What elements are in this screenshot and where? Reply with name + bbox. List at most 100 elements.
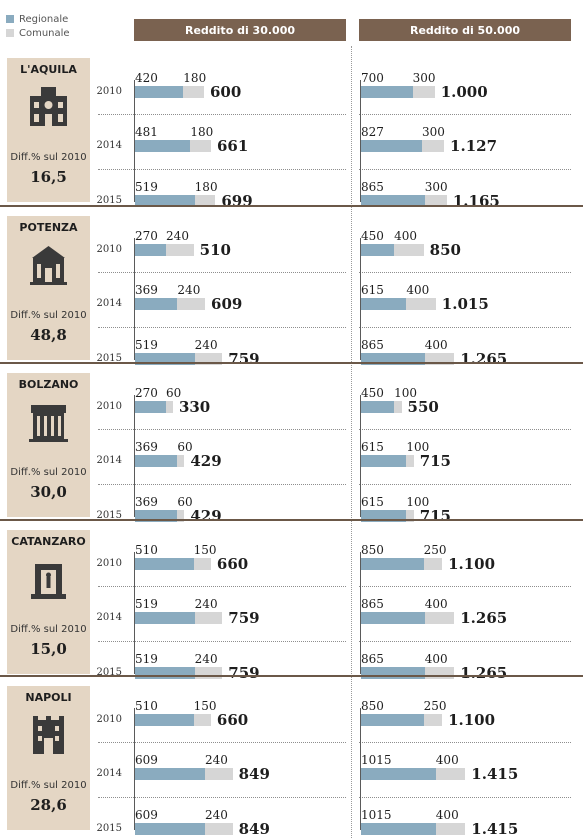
year-label: 2014	[96, 455, 122, 466]
axis-line	[360, 238, 361, 360]
row-separator	[98, 169, 346, 170]
bar-regionale-30k	[135, 244, 167, 256]
value-regionale-30k: 519	[135, 180, 158, 194]
value-regionale-50k: 615	[361, 495, 384, 509]
bar-comunale-30k	[193, 714, 211, 726]
value-regionale-50k: 865	[361, 338, 384, 352]
bar-comunale-50k	[424, 667, 455, 679]
city-panel-napoli: NAPOLI Diff.% sul 2010 28,6	[7, 686, 90, 830]
value-comunale-30k: 240	[194, 597, 218, 611]
axis-line	[134, 80, 135, 202]
bar-regionale-30k	[135, 298, 178, 310]
total-50k: 715	[419, 452, 451, 470]
value-comunale-30k: 180	[190, 125, 214, 139]
diff-value: 30,0	[30, 483, 67, 501]
value-comunale-30k: 180	[194, 180, 218, 194]
axis-line	[360, 708, 361, 830]
axis-line	[134, 708, 135, 830]
bar-regionale-30k	[135, 714, 194, 726]
bar-regionale-30k	[135, 455, 178, 467]
value-regionale-30k: 510	[135, 699, 158, 713]
year-label: 2015	[96, 195, 122, 206]
axis-line	[134, 552, 135, 674]
row-separator	[359, 586, 571, 587]
bar-comunale-30k	[177, 298, 206, 310]
axis-line	[360, 395, 361, 517]
bar-regionale-50k	[361, 140, 422, 152]
value-comunale-30k: 60	[166, 386, 182, 400]
total-30k: 600	[210, 83, 242, 101]
row-separator	[98, 641, 346, 642]
year-label: 2014	[96, 298, 122, 309]
value-comunale-50k: 400	[406, 283, 430, 297]
diff-value: 48,8	[30, 326, 67, 344]
total-30k: 429	[190, 507, 222, 525]
value-regionale-30k: 510	[135, 543, 158, 557]
bar-comunale-30k	[177, 510, 185, 522]
bar-regionale-30k	[135, 612, 195, 624]
year-label: 2010	[96, 714, 122, 725]
total-50k: 1.127	[450, 137, 498, 155]
year-label: 2015	[96, 667, 122, 678]
value-regionale-30k: 609	[135, 808, 158, 822]
bar-comunale-30k	[194, 612, 223, 624]
bar-regionale-30k	[135, 195, 195, 207]
total-50k: 1.165	[452, 192, 500, 210]
axis-line	[360, 80, 361, 202]
bar-comunale-50k	[394, 401, 402, 413]
diff-label: Diff.% sul 2010	[10, 624, 87, 635]
total-50k: 550	[407, 398, 439, 416]
row-separator	[359, 272, 571, 273]
legend-swatch-comunale	[6, 29, 14, 37]
bar-regionale-50k	[361, 558, 424, 570]
bar-comunale-50k	[423, 558, 443, 570]
bar-comunale-50k	[412, 86, 435, 98]
value-regionale-50k: 1015	[361, 753, 392, 767]
diff-label: Diff.% sul 2010	[10, 310, 87, 321]
total-50k: 1.265	[460, 664, 508, 682]
bar-comunale-50k	[406, 298, 436, 310]
value-comunale-50k: 400	[435, 753, 459, 767]
value-comunale-50k: 300	[412, 71, 436, 85]
row-separator	[359, 742, 571, 743]
bar-regionale-50k	[361, 667, 425, 679]
legend-item-comunale: Comunale	[6, 26, 70, 40]
bar-comunale-50k	[435, 768, 466, 780]
value-regionale-30k: 519	[135, 652, 158, 666]
legend-label-comunale: Comunale	[19, 27, 70, 39]
bar-regionale-50k	[361, 86, 413, 98]
block-separator	[0, 362, 583, 364]
value-comunale-30k: 240	[194, 652, 218, 666]
panel-divider	[351, 46, 352, 838]
bar-comunale-50k	[435, 823, 466, 835]
bar-comunale-50k	[394, 244, 424, 256]
value-comunale-50k: 400	[435, 808, 459, 822]
value-comunale-30k: 240	[177, 283, 201, 297]
year-label: 2015	[96, 823, 122, 834]
bar-regionale-50k	[361, 714, 424, 726]
total-30k: 660	[216, 711, 249, 729]
value-comunale-30k: 150	[193, 699, 217, 713]
value-regionale-30k: 519	[135, 597, 158, 611]
castle-icon	[26, 712, 71, 757]
bar-comunale-30k	[177, 455, 185, 467]
bar-regionale-50k	[361, 298, 407, 310]
value-regionale-50k: 827	[361, 125, 384, 139]
value-comunale-50k: 100	[394, 386, 418, 400]
bar-regionale-50k	[361, 455, 407, 467]
total-50k: 1.000	[440, 83, 488, 101]
value-comunale-50k: 100	[406, 440, 430, 454]
city-panel-catanzaro: CATANZARO Diff.% sul 2010 15,0	[7, 530, 90, 674]
value-comunale-30k: 150	[193, 543, 217, 557]
bar-comunale-50k	[406, 455, 414, 467]
value-comunale-30k: 60	[177, 440, 193, 454]
value-regionale-50k: 850	[361, 543, 384, 557]
value-comunale-50k: 400	[424, 652, 448, 666]
total-30k: 699	[221, 192, 253, 210]
value-regionale-50k: 865	[361, 652, 384, 666]
city-panel-bolzano: BOLZANO Diff.% sul 2010 30,0	[7, 373, 90, 517]
value-comunale-50k: 400	[424, 597, 448, 611]
legend-label-regionale: Regionale	[19, 13, 69, 25]
value-comunale-30k: 180	[183, 71, 207, 85]
legend-swatch-regionale	[6, 15, 14, 23]
